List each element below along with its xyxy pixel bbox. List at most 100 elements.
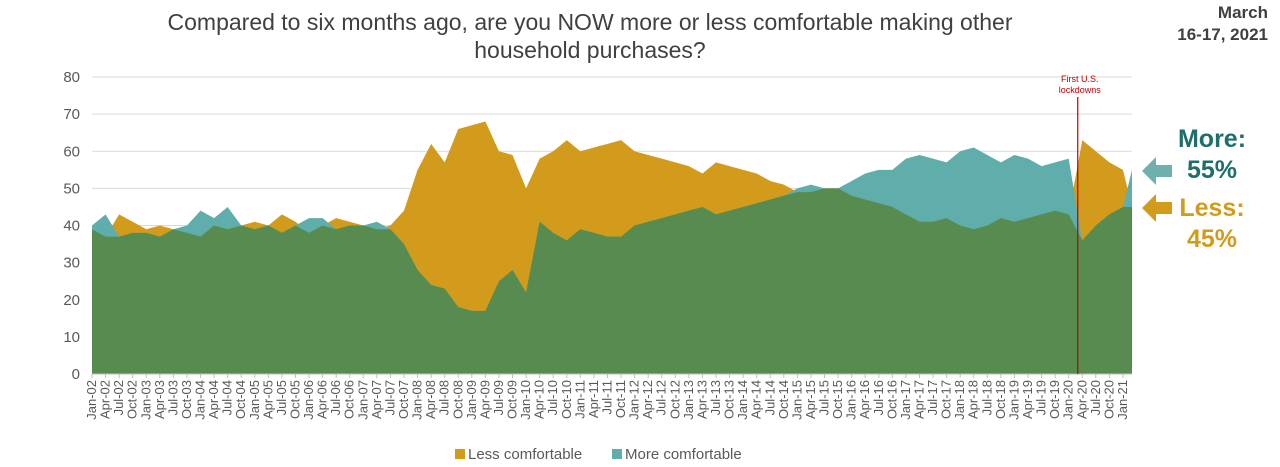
legend-label-less: Less comfortable xyxy=(468,446,582,463)
x-tick-label: Jan-03 xyxy=(138,380,153,420)
x-tick-label: Apr-10 xyxy=(532,380,547,419)
x-tick-label: Jul-10 xyxy=(545,380,560,415)
x-tick-label: Jul-11 xyxy=(599,380,614,414)
x-tick-label: Apr-08 xyxy=(423,380,438,419)
x-tick-label: Oct-07 xyxy=(396,380,411,419)
x-tick-label: Oct-10 xyxy=(559,380,574,419)
x-tick-label: Jul-03 xyxy=(165,380,180,415)
x-tick-label: Jul-19 xyxy=(1034,380,1049,415)
x-tick-label: Oct-04 xyxy=(233,380,248,419)
less-callout-value: 45% xyxy=(1186,225,1238,253)
x-tick-label: Oct-03 xyxy=(179,380,194,419)
x-tick-label: Apr-20 xyxy=(1074,380,1089,419)
x-tick-label: Jan-05 xyxy=(247,380,262,420)
more-callout-value: 55% xyxy=(1186,156,1238,184)
x-tick-label: Jul-18 xyxy=(979,380,994,415)
y-tick-label: 20 xyxy=(63,292,80,309)
y-tick-label: 50 xyxy=(63,180,80,197)
y-tick-label: 60 xyxy=(63,143,80,160)
x-tick-label: Oct-02 xyxy=(125,380,140,419)
x-tick-label: Jan-17 xyxy=(898,380,913,420)
x-tick-label: Jul-06 xyxy=(328,380,343,415)
x-tick-label: Apr-06 xyxy=(315,380,330,419)
y-tick-label: 10 xyxy=(63,329,80,346)
x-tick-label: Oct-16 xyxy=(884,380,899,419)
x-tick-label: Oct-11 xyxy=(613,380,628,418)
legend-swatch-less xyxy=(455,449,465,459)
x-tick-label: Jul-16 xyxy=(871,380,886,415)
x-tick-label: Jan-06 xyxy=(301,380,316,420)
x-tick-label: Jul-15 xyxy=(817,380,832,415)
x-tick-label: Apr-14 xyxy=(749,380,764,419)
y-tick-label: 40 xyxy=(63,218,80,235)
x-tick-label: Jan-08 xyxy=(410,380,425,420)
less-arrow-icon xyxy=(1142,194,1172,222)
x-tick-label: Jan-20 xyxy=(1061,380,1076,420)
x-tick-label: Jul-04 xyxy=(220,380,235,415)
x-tick-label: Oct-19 xyxy=(1047,380,1062,419)
x-tick-label: Apr-19 xyxy=(1020,380,1035,419)
lockdown-annotation-text: lockdowns xyxy=(1059,85,1102,95)
x-tick-label: Oct-18 xyxy=(993,380,1008,419)
x-tick-label: Oct-08 xyxy=(450,380,465,419)
x-tick-label: Apr-11 xyxy=(586,380,601,418)
more-comfortable-callout: More: 55% xyxy=(1162,124,1262,186)
x-tick-label: Apr-03 xyxy=(152,380,167,419)
x-tick-label: Jul-02 xyxy=(111,380,126,415)
x-tick-label: Jul-13 xyxy=(708,380,723,415)
x-tick-label: Jan-12 xyxy=(627,380,642,420)
area-overlap xyxy=(92,188,1132,374)
x-tick-label: Jul-09 xyxy=(491,380,506,415)
x-tick-label: Jan-13 xyxy=(681,380,696,420)
x-tick-label: Jan-09 xyxy=(464,380,479,420)
x-tick-label: Jan-19 xyxy=(1006,380,1021,420)
legend-swatch-more xyxy=(612,449,622,459)
x-tick-label: Oct-20 xyxy=(1101,380,1116,419)
chart-title: Compared to six months ago, are you NOW … xyxy=(167,9,1013,63)
x-tick-label: Apr-13 xyxy=(694,380,709,419)
x-tick-label: Jan-21 xyxy=(1115,380,1130,420)
survey-date-label: March 16-17, 2021 xyxy=(1128,2,1268,46)
x-tick-label: Jul-07 xyxy=(382,380,397,415)
x-tick-label: Apr-16 xyxy=(857,380,872,419)
x-tick-label: Apr-02 xyxy=(98,380,113,419)
x-tick-label: Apr-05 xyxy=(260,380,275,419)
less-callout-label: Less: xyxy=(1179,194,1245,222)
survey-days: 16-17, 2021 xyxy=(1177,25,1268,44)
y-tick-label: 0 xyxy=(72,366,80,383)
x-tick-label: Apr-15 xyxy=(803,380,818,419)
x-tick-label: Oct-09 xyxy=(505,380,520,419)
x-tick-label: Jan-02 xyxy=(84,380,99,420)
y-tick-label: 30 xyxy=(63,255,80,272)
y-tick-label: 80 xyxy=(63,69,80,86)
x-tick-label: Jan-10 xyxy=(518,380,533,420)
x-tick-label: Apr-07 xyxy=(369,380,384,419)
x-tick-label: Oct-13 xyxy=(722,380,737,419)
x-tick-label: Apr-09 xyxy=(477,380,492,419)
x-tick-label: Jan-07 xyxy=(355,380,370,420)
x-tick-label: Oct-12 xyxy=(667,380,682,419)
survey-month: March xyxy=(1217,3,1268,22)
y-tick-label: 70 xyxy=(63,106,80,123)
x-tick-label: Jan-18 xyxy=(952,380,967,420)
x-tick-label: Apr-18 xyxy=(966,380,981,419)
x-tick-label: Jul-12 xyxy=(654,380,669,415)
x-tick-label: Jan-15 xyxy=(789,380,804,420)
x-tick-label: Oct-06 xyxy=(342,380,357,419)
x-tick-label: Apr-12 xyxy=(640,380,655,419)
x-tick-label: Apr-04 xyxy=(206,380,221,419)
x-tick-label: Apr-17 xyxy=(911,380,926,419)
x-tick-label: Jul-05 xyxy=(274,380,289,415)
x-tick-label: Jul-14 xyxy=(762,380,777,415)
x-tick-label: Jan-14 xyxy=(735,380,750,420)
less-comfortable-callout: Less: 45% xyxy=(1162,193,1262,255)
x-tick-label: Jul-17 xyxy=(925,380,940,415)
legend-label-more: More comfortable xyxy=(625,446,742,463)
x-tick-label: Jul-08 xyxy=(437,380,452,415)
lockdown-annotation-text: First U.S. xyxy=(1061,74,1099,84)
more-arrow-icon xyxy=(1142,157,1172,185)
more-callout-label: More: xyxy=(1177,125,1247,153)
x-tick-label: Oct-14 xyxy=(776,380,791,419)
x-tick-label: Jan-16 xyxy=(844,380,859,420)
